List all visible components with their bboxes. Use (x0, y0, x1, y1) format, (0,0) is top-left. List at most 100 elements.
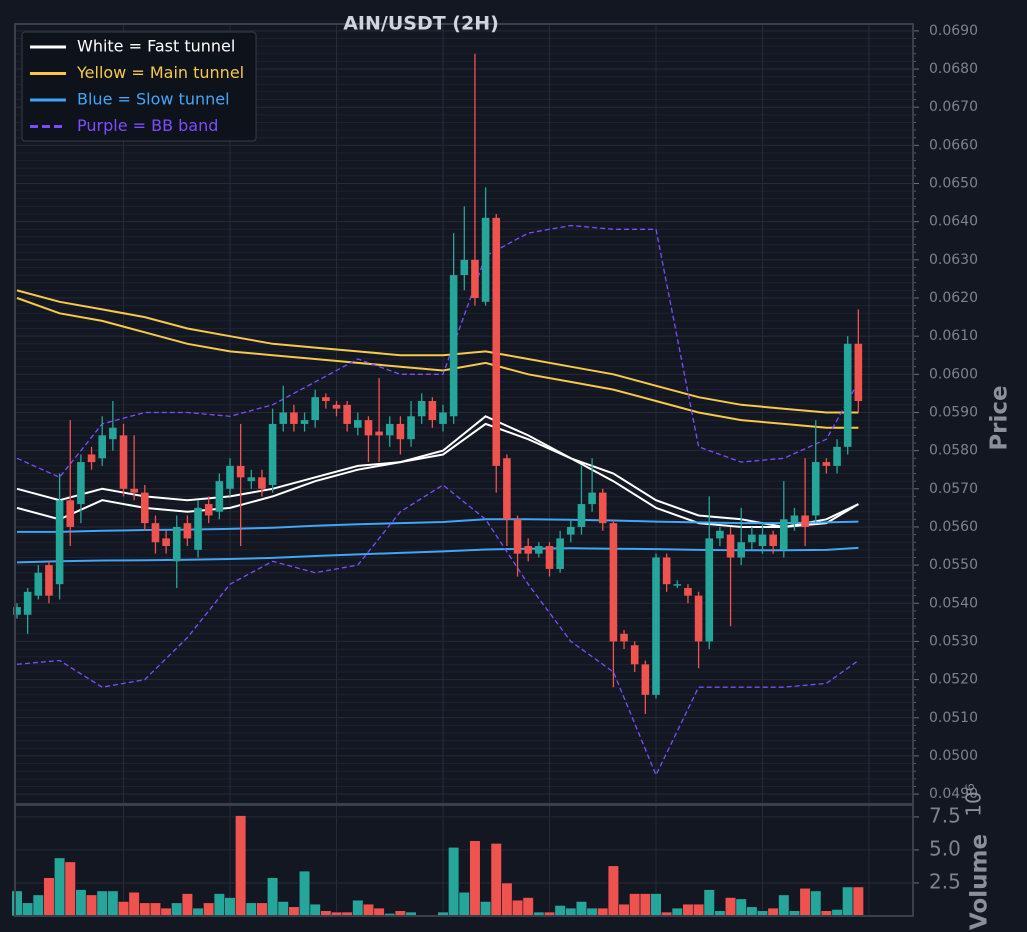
candle-body (673, 584, 682, 586)
y-tick-label: 0.0670 (929, 99, 978, 115)
y-tick-label: 0.0600 (929, 366, 978, 382)
volume-bar (618, 903, 630, 917)
y-tick-label: 5.0 (929, 836, 961, 860)
legend-label: Blue = Slow tunnel (77, 90, 230, 109)
candle-body (364, 420, 373, 436)
y-tick-label: 0.0680 (929, 61, 978, 77)
volume-bar (490, 843, 502, 917)
candle-body (13, 607, 21, 615)
candle-body (567, 526, 575, 535)
candle-body (194, 507, 202, 550)
volume-bar (266, 877, 279, 917)
volume-bar (778, 894, 790, 917)
volume-bar (171, 902, 183, 917)
candle-body (428, 401, 437, 421)
candle-body (439, 412, 447, 424)
candle-body (737, 542, 745, 558)
volume-bar (724, 897, 737, 917)
candle-body (77, 462, 85, 505)
volume-bar (852, 886, 864, 917)
candle-body (684, 588, 692, 596)
y-tick-label: 0.0570 (929, 481, 978, 497)
volume-bar (479, 901, 492, 917)
candle-body (119, 435, 128, 489)
candle-body (503, 458, 511, 520)
candle-body (258, 477, 266, 489)
candle-body (449, 275, 458, 417)
legend-label: Purple = BB band (77, 116, 218, 135)
candle-body (726, 534, 735, 558)
candle-body (55, 500, 64, 585)
volume-bar (64, 861, 76, 917)
candle-body (598, 492, 607, 524)
candle-body (471, 259, 479, 298)
y-tick-label: 0.0630 (929, 252, 978, 268)
volume-bar (245, 902, 257, 917)
legend-box (21, 31, 257, 142)
volume-bar (160, 907, 172, 917)
candle-body (854, 343, 863, 402)
y-axis-label: Price (987, 385, 1013, 450)
candle-body (268, 423, 277, 485)
volume-bar (650, 893, 662, 917)
candle-body (162, 538, 170, 547)
volume-bar (511, 899, 524, 917)
candle-body (705, 538, 714, 642)
candle-body (822, 462, 831, 466)
volume-bar (458, 891, 470, 917)
volume-bar (352, 899, 364, 917)
candle-body (769, 534, 777, 547)
y-tick-label: 0.0540 (929, 595, 978, 611)
volume-bar (235, 815, 247, 917)
volume-bar (22, 902, 34, 917)
volume-bar (107, 890, 119, 917)
volume-bar (629, 893, 641, 917)
volume-bar (842, 886, 854, 917)
volume-bar (448, 846, 460, 917)
y-tick-label: 0.0650 (929, 176, 978, 192)
candle-body (343, 404, 351, 424)
candle-body (535, 546, 543, 554)
volume-bar (810, 890, 822, 917)
y-tick-label: 0.0640 (929, 214, 978, 230)
candle-body (279, 412, 288, 424)
volume-frame (14, 804, 914, 917)
candle-body (236, 465, 245, 478)
candle-body (716, 530, 724, 539)
candle-body (215, 481, 224, 512)
candle-body (311, 397, 319, 421)
candle-body (790, 515, 799, 524)
candle-body (641, 664, 650, 695)
candle-body (460, 259, 469, 276)
legend-label: Yellow = Main tunnel (76, 63, 244, 82)
volume-bar (128, 891, 140, 917)
volume-bar (32, 894, 44, 917)
volume-bar (554, 905, 566, 917)
volume-bar (703, 889, 715, 917)
candle-body (556, 538, 564, 569)
candle-body (247, 477, 256, 482)
volume-bar (639, 893, 651, 917)
volume-bar (501, 882, 513, 917)
volume-bar (309, 903, 321, 917)
candle-body (811, 462, 820, 516)
candle-body (545, 546, 554, 569)
y-tick-label: 0.0660 (929, 137, 978, 153)
volume-bar (767, 907, 779, 917)
candle-body (481, 217, 490, 302)
volume-bar (256, 902, 268, 917)
line-lower (16, 422, 859, 528)
candle-body (98, 435, 106, 459)
y-tick-label: 0.0690 (929, 23, 978, 39)
candle-body (652, 557, 660, 695)
y-tick-label: 0.0610 (929, 328, 978, 344)
line-lower (16, 297, 859, 429)
volume-bar (575, 901, 588, 917)
volume-bar (298, 870, 311, 917)
volume-bar (43, 877, 55, 917)
volume-bar (586, 907, 598, 917)
candle-body (758, 534, 767, 547)
volume-bar (682, 903, 694, 917)
candle-body (226, 465, 234, 489)
